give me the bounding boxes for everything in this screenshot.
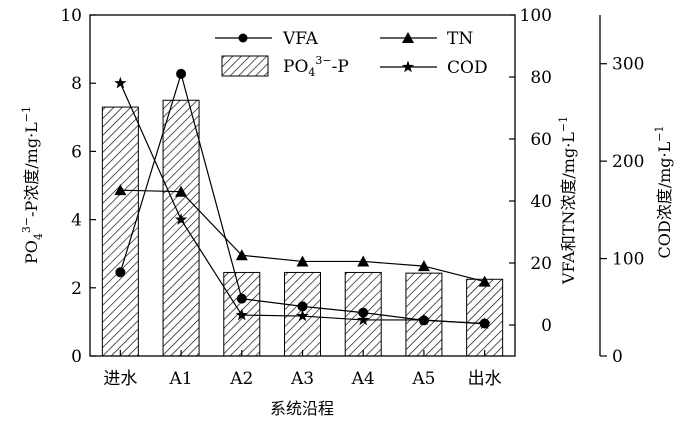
left-tick-label-2: 4	[71, 211, 82, 231]
legend-cod-marker	[401, 60, 415, 73]
left-tick-label-4: 8	[71, 74, 82, 94]
point-vfa-2	[236, 293, 247, 304]
right2-axis-title: COD浓度/mg·L−1	[653, 126, 674, 259]
legend-tn-marker	[402, 32, 414, 43]
point-tn-5	[417, 260, 430, 272]
right1-axis-title: VFA和TN浓度/mg·L−1	[557, 116, 578, 285]
legend-po4-swatch	[221, 55, 269, 77]
point-vfa-1	[176, 68, 187, 79]
right2-tick-label-2: 200	[612, 152, 644, 172]
point-cod-5	[417, 313, 431, 326]
right1-tick-label-0: 0	[541, 316, 552, 336]
left-tick-label-3: 6	[71, 142, 82, 162]
point-tn-6	[478, 275, 491, 287]
point-cod-3	[296, 309, 309, 322]
point-cod-2	[235, 308, 248, 321]
right1-tick-label-2: 40	[530, 192, 552, 212]
legend: VFA TN PO43−-P COD	[215, 29, 488, 79]
bar-po4-1	[162, 99, 200, 357]
point-vfa-0	[115, 267, 126, 278]
legend-vfa-marker	[238, 33, 248, 43]
legend-cod-label: COD	[447, 58, 488, 78]
right2-tick-label-3: 300	[612, 55, 644, 75]
x-tick-label-2: A2	[229, 369, 253, 389]
x-tick-label-5: A5	[411, 369, 435, 389]
point-tn-2	[235, 249, 248, 261]
point-tn-1	[175, 185, 188, 197]
point-tn-4	[357, 255, 370, 267]
x-tick-label-0: 进水	[103, 369, 137, 389]
point-cod-0	[114, 76, 127, 89]
point-vfa-4	[358, 307, 369, 318]
x-tick-label-3: A3	[290, 369, 314, 389]
left-axis-title: PO43−-P浓度/mg·L−1	[20, 106, 45, 264]
point-cod-4	[357, 313, 370, 326]
left-tick-label-0: 0	[71, 347, 82, 367]
right1-tick-label-3: 60	[530, 130, 552, 150]
right1-tick-label-5: 100	[520, 6, 552, 26]
x-tick-label-6: 出水	[468, 369, 502, 389]
point-tn-0	[114, 184, 127, 196]
left-tick-label-5: 10	[60, 6, 82, 26]
bars-layer	[101, 99, 504, 357]
x-tick-label-4: A4	[351, 369, 375, 389]
x-tick-label-1: A1	[169, 369, 193, 389]
left-tick-label-1: 2	[71, 279, 82, 299]
legend-vfa-label: VFA	[282, 29, 319, 49]
right2-tick-label-0: 0	[612, 347, 623, 367]
right2-tick-label-1: 100	[612, 250, 644, 270]
legend-tn-label: TN	[447, 29, 473, 49]
legend-po4-label: PO43−-P	[283, 54, 349, 79]
point-vfa-3	[297, 301, 308, 312]
x-axis-title: 系统沿程	[270, 399, 334, 418]
right1-tick-label-1: 20	[530, 254, 552, 274]
point-tn-3	[296, 255, 309, 267]
right1-tick-label-4: 80	[530, 68, 552, 88]
point-cod-1	[174, 213, 188, 225]
point-cod-6	[478, 317, 491, 330]
lines-layer	[114, 68, 491, 330]
